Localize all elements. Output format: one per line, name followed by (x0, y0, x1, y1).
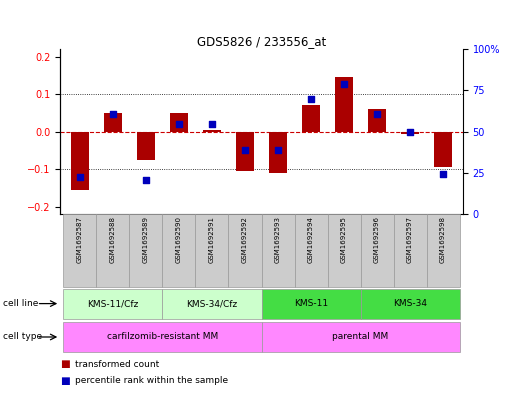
Text: GSM1692589: GSM1692589 (143, 217, 149, 263)
Bar (360, 288, 460, 319)
Point (208, 121, 216, 127)
Text: GSM1692596: GSM1692596 (374, 217, 380, 263)
Text: GSM1692588: GSM1692588 (110, 217, 116, 263)
Text: percentile rank within the sample: percentile rank within the sample (75, 376, 228, 385)
Point (406, 129, 414, 135)
Bar (63, 288, 163, 319)
Point (109, 110, 117, 117)
Bar (163, 288, 262, 319)
Text: KMS-11: KMS-11 (294, 299, 328, 308)
Bar (269, 132, 287, 173)
Bar (393, 214, 427, 287)
Text: GSM1692590: GSM1692590 (176, 217, 182, 263)
Text: GSM1692598: GSM1692598 (440, 217, 446, 263)
Text: cell type: cell type (3, 332, 42, 342)
Text: carfilzomib-resistant MM: carfilzomib-resistant MM (107, 332, 218, 342)
Bar (203, 130, 221, 132)
Text: GSM1692597: GSM1692597 (407, 217, 413, 263)
Text: ■: ■ (60, 376, 70, 386)
Bar (327, 214, 360, 287)
Bar (229, 214, 262, 287)
Bar (368, 109, 386, 132)
Text: GSM1692591: GSM1692591 (209, 217, 215, 263)
Point (373, 110, 381, 117)
Point (76, 174, 84, 180)
Point (274, 147, 282, 153)
Title: GDS5826 / 233556_at: GDS5826 / 233556_at (197, 35, 326, 48)
Bar (137, 132, 155, 160)
Text: parental MM: parental MM (333, 332, 389, 342)
Bar (71, 132, 89, 190)
Bar (170, 113, 188, 132)
Text: cell line: cell line (3, 299, 38, 308)
Bar (104, 113, 122, 132)
Text: ■: ■ (60, 359, 70, 369)
Point (142, 176, 150, 183)
Text: GSM1692593: GSM1692593 (275, 217, 281, 263)
Bar (335, 77, 353, 132)
Bar (196, 214, 229, 287)
Bar (302, 105, 320, 132)
Text: GSM1692595: GSM1692595 (341, 217, 347, 263)
Point (439, 171, 447, 177)
Text: KMS-34/Cfz: KMS-34/Cfz (186, 299, 237, 308)
Bar (401, 132, 419, 134)
Bar (163, 214, 196, 287)
Bar (262, 288, 360, 319)
Bar (434, 132, 452, 167)
Bar (294, 214, 327, 287)
Text: GSM1692592: GSM1692592 (242, 217, 248, 263)
Bar (262, 214, 294, 287)
Text: KMS-34: KMS-34 (393, 299, 427, 308)
Text: GSM1692587: GSM1692587 (77, 217, 83, 263)
Text: GSM1692594: GSM1692594 (308, 217, 314, 263)
Point (241, 147, 249, 153)
Bar (262, 322, 460, 352)
Point (307, 95, 315, 102)
Point (340, 81, 348, 87)
Text: KMS-11/Cfz: KMS-11/Cfz (87, 299, 139, 308)
Bar (63, 214, 96, 287)
Bar (427, 214, 460, 287)
Bar (96, 214, 130, 287)
Point (175, 121, 183, 127)
Bar (236, 132, 254, 171)
Bar (63, 322, 262, 352)
Bar (130, 214, 163, 287)
Bar (360, 214, 393, 287)
Text: transformed count: transformed count (75, 360, 159, 369)
